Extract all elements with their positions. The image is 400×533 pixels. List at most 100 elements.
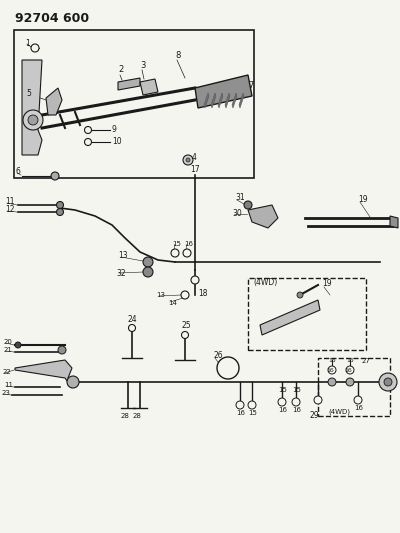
Text: 19: 19: [358, 196, 368, 205]
Circle shape: [58, 346, 66, 354]
Circle shape: [379, 373, 397, 391]
Bar: [318, 358, 390, 416]
Polygon shape: [239, 93, 244, 108]
Circle shape: [171, 249, 179, 257]
Circle shape: [297, 292, 303, 298]
Text: 15: 15: [248, 410, 257, 416]
Text: 28: 28: [133, 413, 142, 419]
Polygon shape: [225, 93, 230, 108]
Text: 31: 31: [235, 193, 245, 203]
Text: (4WD): (4WD): [253, 279, 277, 287]
Text: 8: 8: [175, 51, 180, 60]
Text: 14: 14: [168, 300, 177, 306]
Text: 24: 24: [128, 314, 138, 324]
Text: 28: 28: [121, 413, 130, 419]
Circle shape: [51, 172, 59, 180]
Text: 10: 10: [112, 138, 122, 147]
Polygon shape: [140, 79, 158, 95]
Text: 15: 15: [346, 358, 354, 362]
Circle shape: [328, 366, 336, 374]
Circle shape: [56, 201, 64, 208]
Circle shape: [278, 398, 286, 406]
Polygon shape: [46, 88, 62, 115]
Circle shape: [292, 398, 300, 406]
Circle shape: [328, 378, 336, 386]
Text: (4WD): (4WD): [328, 409, 350, 415]
Polygon shape: [390, 216, 398, 228]
Text: 15: 15: [328, 358, 336, 362]
Polygon shape: [22, 60, 42, 155]
Text: 5: 5: [26, 88, 31, 98]
Text: 16: 16: [292, 407, 301, 413]
Circle shape: [143, 267, 153, 277]
Circle shape: [346, 366, 354, 374]
Text: 27: 27: [362, 358, 371, 364]
Circle shape: [128, 325, 136, 332]
Text: 4: 4: [192, 152, 197, 161]
Circle shape: [28, 115, 38, 125]
Text: 22: 22: [3, 369, 12, 375]
Circle shape: [183, 249, 191, 257]
Circle shape: [244, 201, 252, 209]
Text: 16: 16: [236, 410, 245, 416]
Text: 17: 17: [190, 166, 200, 174]
Text: 11: 11: [5, 198, 14, 206]
Text: 26: 26: [213, 351, 223, 360]
Polygon shape: [218, 93, 223, 108]
Polygon shape: [260, 300, 320, 335]
Text: 12: 12: [5, 206, 14, 214]
Text: 23: 23: [2, 390, 11, 396]
Text: 92704 600: 92704 600: [15, 12, 89, 25]
Text: 15: 15: [172, 241, 181, 247]
Text: 13: 13: [118, 252, 128, 261]
Polygon shape: [232, 93, 237, 108]
Bar: [248, 278, 366, 350]
Polygon shape: [118, 78, 140, 90]
Circle shape: [31, 44, 39, 52]
Text: 6: 6: [15, 167, 20, 176]
Text: 29: 29: [310, 411, 320, 421]
Text: 1: 1: [25, 38, 30, 47]
Text: 15: 15: [292, 387, 301, 393]
Text: 30: 30: [232, 208, 242, 217]
Circle shape: [346, 378, 354, 386]
Circle shape: [15, 342, 21, 348]
Text: 15: 15: [278, 387, 287, 393]
Text: 16: 16: [354, 405, 363, 411]
Circle shape: [384, 378, 392, 386]
Bar: [14, 30, 254, 178]
Text: 32: 32: [116, 269, 126, 278]
Text: 21: 21: [4, 347, 13, 353]
Polygon shape: [195, 75, 252, 108]
Text: 25: 25: [181, 321, 191, 330]
Text: 16: 16: [326, 367, 334, 373]
Text: 3: 3: [140, 61, 145, 69]
Circle shape: [354, 396, 362, 404]
Circle shape: [67, 376, 79, 388]
Text: 18: 18: [198, 288, 208, 297]
Circle shape: [314, 396, 322, 404]
Text: 9: 9: [112, 125, 117, 134]
Polygon shape: [15, 360, 72, 388]
Circle shape: [248, 401, 256, 409]
Circle shape: [191, 276, 199, 284]
Polygon shape: [204, 93, 209, 108]
Circle shape: [143, 257, 153, 267]
Text: 2: 2: [118, 66, 123, 75]
Circle shape: [186, 158, 190, 162]
Polygon shape: [248, 205, 278, 228]
Circle shape: [84, 139, 92, 146]
Text: 20: 20: [4, 339, 13, 345]
Circle shape: [84, 126, 92, 133]
Text: 11: 11: [4, 382, 13, 388]
Circle shape: [236, 401, 244, 409]
Text: 16: 16: [184, 241, 193, 247]
Text: 7: 7: [248, 80, 253, 90]
Circle shape: [183, 155, 193, 165]
Circle shape: [181, 291, 189, 299]
Circle shape: [56, 208, 64, 215]
Text: 19: 19: [322, 279, 332, 287]
Text: 16: 16: [278, 407, 287, 413]
Circle shape: [23, 110, 43, 130]
Polygon shape: [211, 93, 216, 108]
